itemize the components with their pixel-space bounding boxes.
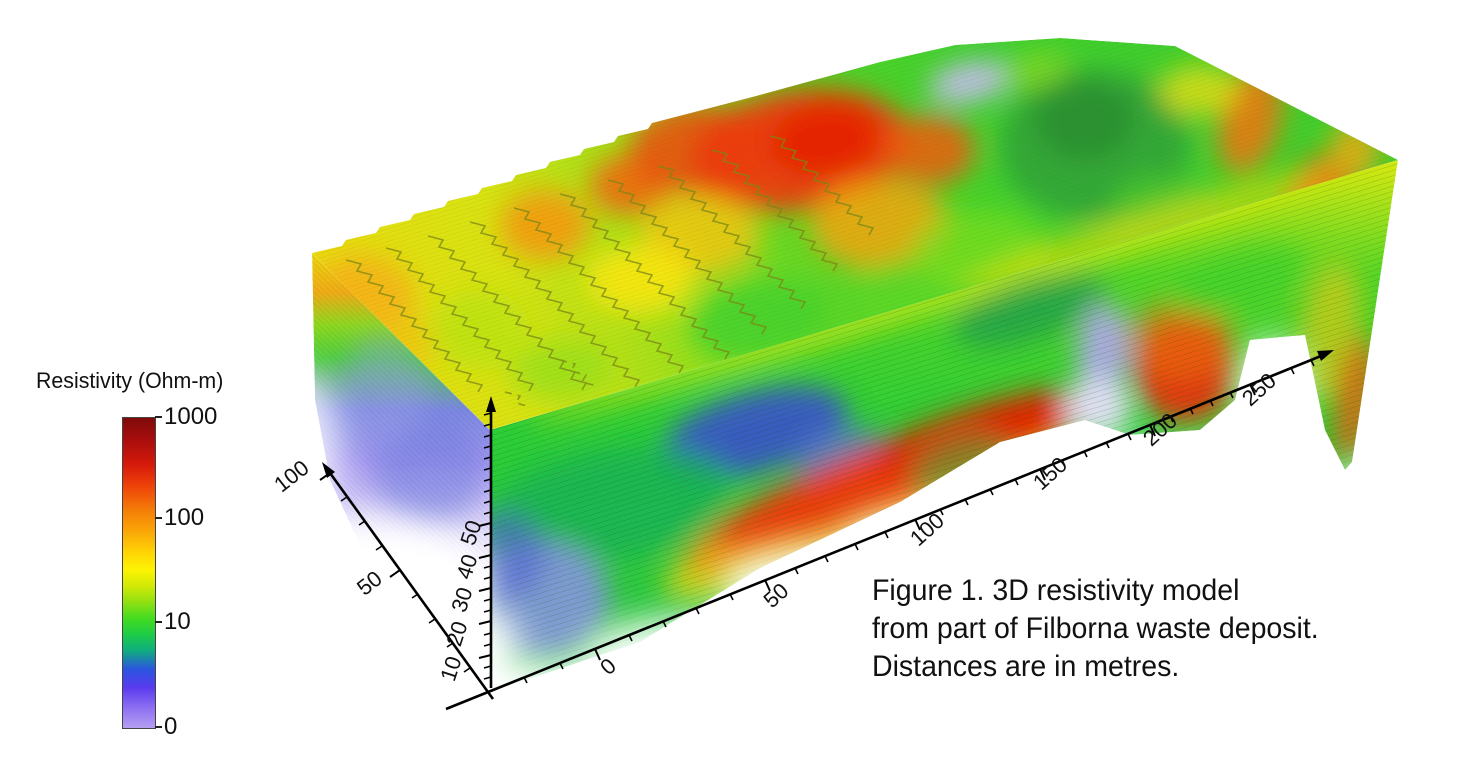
colorbar-label-0: 0: [164, 713, 178, 740]
colorbar-tick-10: [155, 621, 162, 623]
x-axis: [445, 350, 1334, 711]
colorbar-tick-0: [155, 726, 162, 728]
caption-line-1: Figure 1. 3D resistivity model: [872, 574, 1240, 607]
colorbar-label-10: 10: [164, 608, 191, 635]
colorbar-label-1000: 1000: [164, 403, 218, 430]
caption-line-3: Distances are in metres.: [872, 650, 1180, 683]
colorbar-title: Resistivity (Ohm-m): [36, 368, 224, 393]
y-axis: [319, 462, 495, 700]
x-axis-arrowhead: [1317, 350, 1334, 361]
fade-to-white: [230, 340, 1469, 740]
z-axis-arrowhead: [486, 396, 496, 412]
y-axis-arrowhead: [322, 462, 335, 478]
colorbar-gradient: [122, 417, 156, 729]
z-axis: [478, 396, 496, 688]
colorbar-label-100: 100: [164, 504, 205, 531]
colorbar-tick-1000: [155, 416, 162, 418]
figure-caption: Figure 1. 3D resistivity model from part…: [872, 572, 1442, 686]
colorbar-tick-100: [155, 517, 162, 519]
axes: [319, 350, 1334, 711]
topography-contour-lines: [345, 135, 875, 421]
model-front-face: [490, 160, 1398, 692]
caption-line-2: from part of Filborna waste deposit.: [872, 612, 1319, 645]
